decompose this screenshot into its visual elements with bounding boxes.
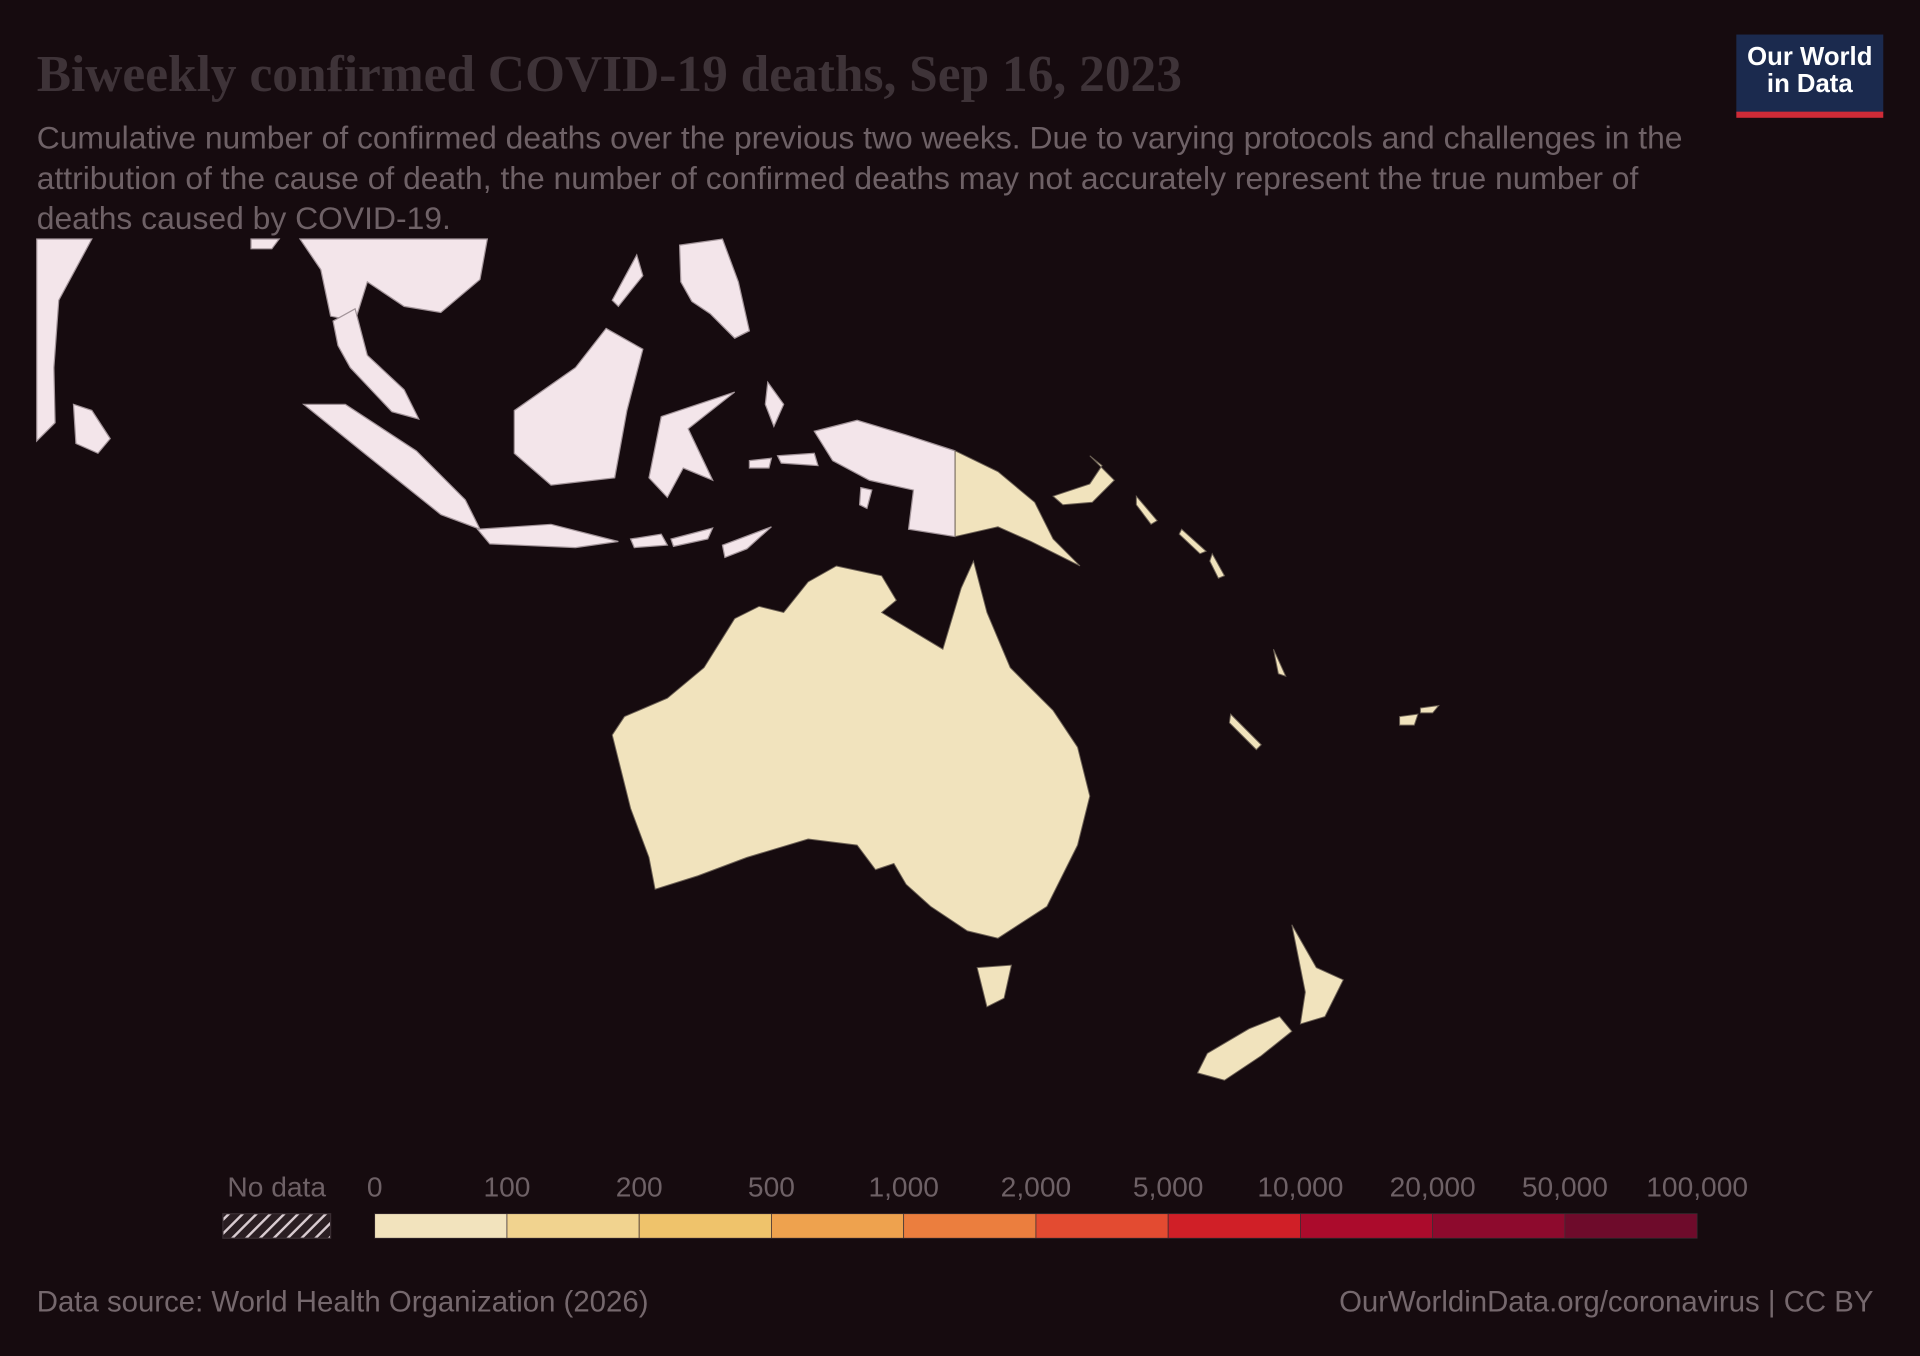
country-shape [678,238,751,339]
legend-tick-label: 100,000 [1646,1172,1748,1203]
country-shape [611,253,644,308]
country-shape [954,450,1081,567]
source: Data source: World Health Organization (… [37,1286,649,1319]
legend-bin [374,1213,508,1239]
country-shape [1291,924,1344,1025]
country-shape [764,380,785,428]
legend-tick-label: 100 [483,1172,530,1203]
country-shape [332,307,420,420]
legend: No data 0 100 200 500 1,000 2,000 5,000 10,000 2… [222,1172,1748,1239]
legend-bin [506,1213,640,1239]
legend-tick-label: 2,000 [1001,1172,1071,1203]
country-shape [298,238,489,322]
legend-bin [1300,1213,1434,1239]
legend-tick-label: 0 [367,1172,383,1203]
legend-bin [1035,1213,1169,1239]
url: OurWorldinData.org/coronavirus | CC BY [1339,1286,1873,1319]
legend-no-data-swatch [222,1213,332,1239]
logo-box [1736,34,1884,113]
country-shape [72,403,111,455]
country-shape [670,527,714,548]
country-shape [1052,455,1115,506]
country-shape [1399,713,1419,726]
legend-tick-label: 1,000 [868,1172,938,1203]
country-shape [1135,494,1158,525]
country-shape [1209,552,1226,579]
country-shape [748,457,773,469]
country-shape [648,391,736,499]
legend-tick-label: 10,000 [1257,1172,1343,1203]
subtitle-box: Cumulative number of confirmed deaths ov… [36,119,1683,237]
legend-no-data-label: No data [227,1172,326,1203]
country-shape [611,559,1091,939]
country-shape [1196,1015,1293,1081]
legend-bin [771,1213,905,1239]
logo-line: in Data [1766,70,1853,99]
country-shape [776,452,819,467]
legend-bin [1564,1213,1698,1239]
legend-bin [1167,1213,1301,1239]
logo: Our World in Data [1736,34,1884,118]
country-shape [858,486,873,510]
country-shape [250,238,281,250]
logo-bar [1736,111,1884,118]
country-shape [301,403,482,531]
subtitle: Cumulative number of confirmed deaths ov… [36,119,1683,237]
country-shape [476,523,619,549]
legend-tick-label: 20,000 [1390,1172,1476,1203]
legend-tick-label: 200 [616,1172,663,1203]
logo-line: Our World [1747,44,1873,72]
country-shape [1178,528,1208,555]
legend-tick-label: 5,000 [1133,1172,1203,1203]
logo-text-box: Our World in Data [1736,44,1883,98]
country-shape [1228,713,1262,751]
country-shape [36,238,93,443]
country-shape [1272,649,1287,677]
map [36,238,1440,1081]
logo-text: Our World in Data [1736,44,1883,98]
legend-bin [638,1213,772,1239]
legend-tick-label: 50,000 [1522,1172,1608,1203]
country-shape [629,533,669,549]
country-shape [976,964,1013,1008]
legend-tick-label: 500 [748,1172,795,1203]
country-shape [813,419,956,538]
chart-title: Biweekly confirmed COVID-19 deaths, Sep … [37,46,1182,103]
country-shape [513,327,644,486]
legend-bin [1432,1213,1566,1239]
country-shape [1419,704,1440,714]
legend-bin [903,1213,1037,1239]
country-shape [721,526,772,559]
